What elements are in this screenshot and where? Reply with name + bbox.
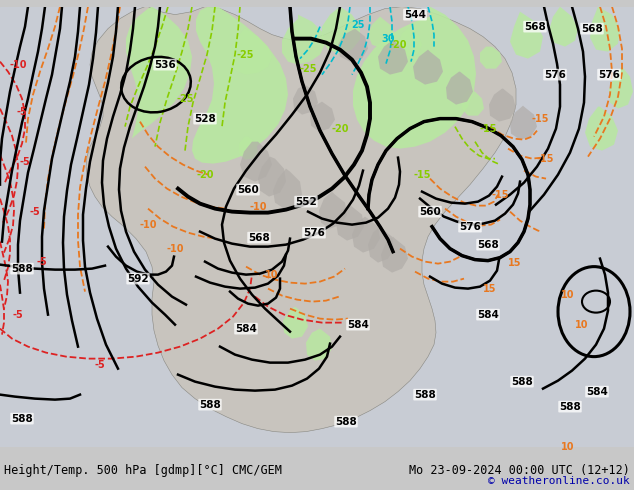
Text: 10: 10 (265, 270, 279, 280)
Text: -10: -10 (10, 60, 27, 70)
Text: -5: -5 (94, 360, 105, 369)
Polygon shape (338, 28, 368, 62)
Text: -5: -5 (30, 207, 41, 217)
Polygon shape (352, 217, 380, 253)
Polygon shape (293, 85, 318, 115)
Text: 576: 576 (544, 70, 566, 80)
Text: -25: -25 (299, 64, 317, 74)
Text: -5: -5 (37, 257, 48, 267)
Text: 568: 568 (477, 240, 499, 249)
Polygon shape (368, 17, 395, 49)
Polygon shape (353, 7, 476, 148)
Text: 588: 588 (11, 264, 33, 273)
Polygon shape (462, 91, 484, 116)
Text: -5: -5 (16, 107, 27, 117)
Polygon shape (319, 192, 347, 229)
Polygon shape (310, 101, 335, 132)
Text: -20: -20 (331, 123, 349, 134)
Polygon shape (398, 28, 422, 57)
Polygon shape (489, 89, 516, 122)
Text: 30: 30 (381, 34, 395, 44)
Polygon shape (446, 72, 473, 105)
Text: -10: -10 (249, 201, 267, 212)
Text: 528: 528 (194, 114, 216, 123)
Polygon shape (381, 237, 408, 272)
Text: 536: 536 (154, 60, 176, 70)
Polygon shape (230, 28, 272, 74)
Text: 560: 560 (419, 207, 441, 217)
Polygon shape (510, 106, 537, 140)
Text: Height/Temp. 500 hPa [gdmp][°C] CMC/GEM: Height/Temp. 500 hPa [gdmp][°C] CMC/GEM (4, 464, 282, 477)
Polygon shape (86, 7, 516, 433)
Polygon shape (378, 40, 408, 74)
Text: 10: 10 (575, 319, 589, 330)
Text: 576: 576 (459, 221, 481, 232)
Text: 592: 592 (127, 273, 149, 284)
Text: 588: 588 (11, 414, 33, 424)
Text: 10: 10 (561, 441, 575, 452)
Text: 588: 588 (511, 377, 533, 387)
Text: -10: -10 (166, 244, 184, 254)
Text: -5: -5 (20, 157, 30, 167)
Text: 568: 568 (524, 22, 546, 32)
Text: 544: 544 (404, 10, 426, 20)
Text: 584: 584 (586, 387, 608, 396)
Text: -20: -20 (197, 170, 214, 180)
Text: -10: -10 (139, 220, 157, 230)
Text: 10: 10 (561, 290, 575, 299)
Text: 584: 584 (477, 310, 499, 319)
Text: -25: -25 (176, 94, 194, 103)
Text: 576: 576 (303, 228, 325, 238)
Text: 15: 15 (508, 258, 522, 268)
Text: Mo 23-09-2024 00:00 UTC (12+12): Mo 23-09-2024 00:00 UTC (12+12) (409, 464, 630, 477)
Text: 568: 568 (248, 233, 270, 243)
Polygon shape (413, 49, 443, 85)
Polygon shape (609, 67, 633, 109)
Text: 584: 584 (235, 323, 257, 334)
Text: -15: -15 (531, 114, 549, 123)
Polygon shape (322, 7, 360, 53)
Polygon shape (258, 157, 286, 196)
Polygon shape (549, 7, 578, 47)
Polygon shape (510, 12, 543, 59)
Text: 25: 25 (351, 20, 365, 29)
Polygon shape (590, 7, 620, 51)
Text: 15: 15 (483, 284, 497, 294)
Polygon shape (283, 307, 308, 339)
Polygon shape (585, 107, 618, 150)
Text: -15: -15 (491, 190, 508, 199)
Polygon shape (240, 142, 272, 182)
Polygon shape (126, 7, 192, 139)
Text: 584: 584 (347, 319, 369, 330)
Polygon shape (336, 205, 364, 241)
Text: -15: -15 (479, 123, 497, 134)
Polygon shape (273, 169, 302, 209)
Text: 560: 560 (237, 185, 259, 195)
Text: -20: -20 (389, 40, 407, 49)
Polygon shape (480, 47, 502, 69)
Text: 588: 588 (335, 416, 357, 427)
Text: 568: 568 (581, 24, 603, 34)
Text: -15: -15 (536, 154, 553, 164)
Polygon shape (192, 7, 288, 164)
Polygon shape (282, 15, 325, 65)
Text: 588: 588 (559, 402, 581, 412)
Polygon shape (368, 226, 394, 263)
Polygon shape (239, 137, 258, 160)
Text: 588: 588 (414, 390, 436, 400)
Text: © weatheronline.co.uk: © weatheronline.co.uk (488, 476, 630, 486)
Text: 576: 576 (598, 70, 620, 80)
Text: -5: -5 (13, 310, 23, 319)
Polygon shape (306, 329, 332, 361)
Text: -15: -15 (413, 170, 430, 180)
Text: 588: 588 (199, 400, 221, 410)
Text: -25: -25 (236, 49, 254, 60)
Text: 552: 552 (295, 196, 317, 207)
